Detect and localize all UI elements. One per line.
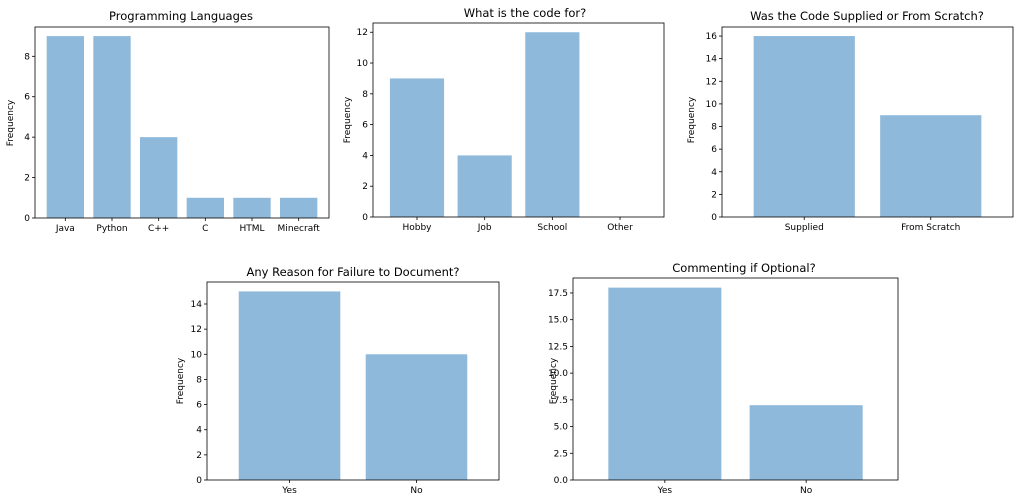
y-tick-label: 2: [711, 190, 717, 200]
y-tick-label: 0.0: [554, 476, 569, 486]
x-tick-label: Yes: [657, 486, 673, 496]
bar: [525, 32, 580, 217]
y-tick-label: 4: [711, 168, 717, 178]
bar: [880, 115, 982, 217]
x-tick-label: From Scratch: [901, 223, 960, 233]
y-tick-label: 0: [24, 214, 30, 224]
y-tick-label: 2.5: [554, 449, 568, 459]
y-tick-label: 8: [196, 375, 202, 385]
y-tick-label: 8: [362, 90, 368, 100]
y-tick-label: 16: [706, 32, 718, 42]
y-tick-label: 2: [196, 451, 202, 461]
y-tick-label: 7.5: [554, 396, 568, 406]
x-tick-label: Job: [477, 223, 492, 233]
y-tick-label: 12: [706, 77, 717, 87]
x-tick-label: Other: [607, 223, 633, 233]
y-tick-label: 10: [191, 350, 203, 360]
y-axis-label: Frequency: [6, 99, 16, 146]
y-tick-label: 0: [196, 476, 202, 486]
x-tick-label: No: [410, 486, 423, 496]
bar: [749, 405, 863, 480]
bar: [280, 197, 318, 218]
chart-code-supplied-or-scratch: Was the Code Supplied or From Scratch? F…: [687, 9, 1014, 233]
y-tick-label: 10: [706, 100, 718, 110]
x-tick-label: Minecraft: [278, 224, 321, 234]
y-axis-label: Frequency: [343, 96, 353, 143]
x-tick-label: C++: [148, 224, 169, 234]
bar: [140, 137, 178, 218]
chart-failure-to-document: Any Reason for Failure to Document? Freq…: [176, 265, 500, 496]
y-tick-label: 15.0: [548, 316, 568, 326]
bar: [608, 287, 722, 480]
y-tick-label: 6: [196, 401, 202, 411]
bar: [753, 36, 855, 217]
chart-title: Was the Code Supplied or From Scratch?: [750, 9, 984, 23]
plot-frame: [372, 22, 665, 218]
chart-code-purpose: What is the code for? Frequency Hobby Job…: [343, 6, 665, 233]
y-tick-label: 17.5: [548, 289, 568, 299]
plot-frame: [721, 26, 1014, 218]
y-tick-label: 0: [362, 213, 368, 223]
bar: [233, 197, 271, 218]
y-tick-label: 2: [24, 174, 30, 184]
plot-frame: [206, 281, 500, 481]
bar: [238, 291, 341, 480]
y-tick-label: 10.0: [548, 369, 568, 379]
bar: [186, 197, 224, 218]
x-tick-label: C: [202, 224, 208, 234]
plot-frame: [34, 26, 330, 219]
y-tick-label: 6: [24, 93, 30, 103]
y-tick-label: 8: [24, 52, 30, 62]
bar: [457, 155, 512, 217]
y-tick-label: 12: [191, 325, 202, 335]
y-tick-label: 2: [362, 182, 368, 192]
y-tick-label: 10: [357, 59, 369, 69]
y-axis-label: Frequency: [176, 357, 186, 404]
y-axis-label: Frequency: [687, 96, 697, 143]
bar: [93, 36, 131, 218]
y-tick-label: 8: [711, 123, 717, 133]
chart-programming-languages: Programming Languages Frequency Java Pyth…: [6, 9, 330, 234]
y-tick-label: 4: [362, 151, 368, 161]
bar: [365, 354, 468, 480]
x-tick-label: Yes: [281, 486, 297, 496]
chart-title: Commenting if Optional?: [672, 261, 815, 275]
y-tick-label: 5.0: [554, 423, 569, 433]
chart-title: What is the code for?: [464, 6, 587, 20]
y-tick-label: 14: [706, 55, 718, 65]
x-tick-label: No: [800, 486, 813, 496]
bar: [46, 36, 84, 218]
y-tick-label: 4: [196, 426, 202, 436]
y-tick-label: 4: [24, 133, 30, 143]
chart-title: Any Reason for Failure to Document?: [246, 265, 459, 279]
bar: [389, 78, 445, 218]
plot-frame: [572, 277, 899, 481]
y-tick-label: 12: [357, 28, 368, 38]
x-tick-label: Python: [96, 224, 127, 234]
y-tick-label: 0: [711, 213, 717, 223]
x-tick-label: Supplied: [785, 223, 824, 233]
chart-title: Programming Languages: [109, 9, 253, 23]
y-tick-label: 6: [362, 121, 368, 131]
y-tick-label: 6: [711, 145, 717, 155]
x-tick-label: HTML: [239, 224, 264, 234]
x-tick-label: Hobby: [402, 223, 432, 233]
y-tick-label: 12.5: [548, 342, 568, 352]
x-tick-label: School: [537, 223, 567, 233]
y-axis-label: Frequency: [549, 357, 559, 404]
y-tick-label: 14: [191, 300, 203, 310]
x-tick-label: Java: [55, 224, 75, 234]
chart-commenting-if-optional: Commenting if Optional? Frequency Yes No 0…: [548, 261, 899, 496]
